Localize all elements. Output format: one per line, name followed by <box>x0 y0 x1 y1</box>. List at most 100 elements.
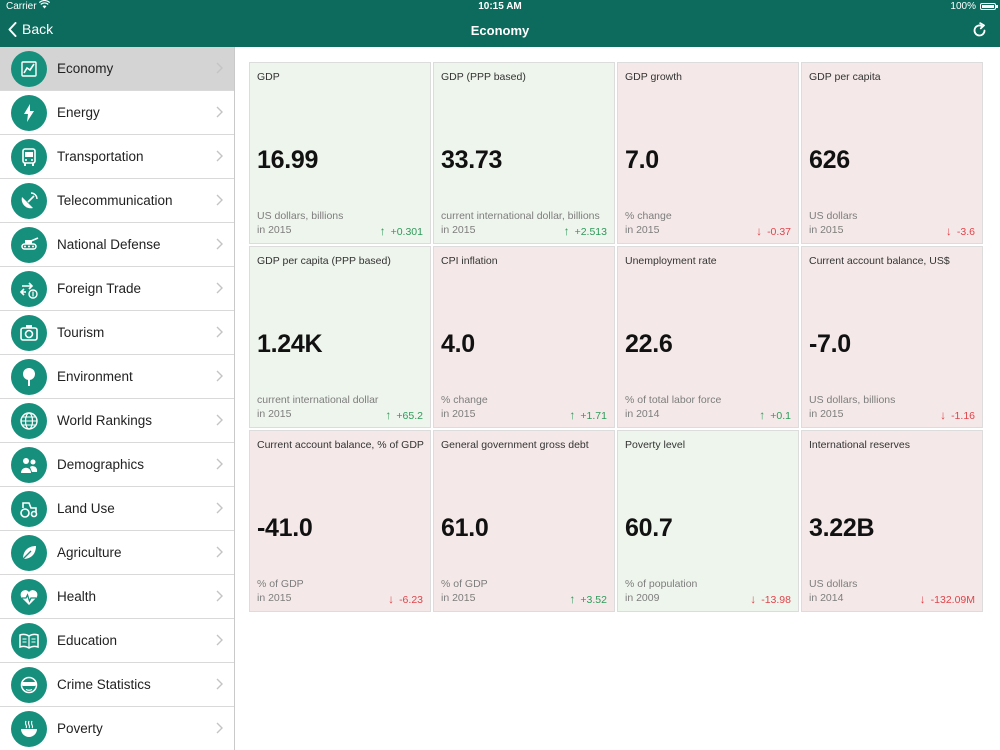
indicator-title: GDP <box>257 71 280 83</box>
sidebar-item-tourism[interactable]: Tourism <box>0 311 234 355</box>
change-value: -0.37 <box>767 226 791 238</box>
indicator-change: ↑ +65.2 <box>385 408 423 422</box>
indicator-card-poverty-level[interactable]: Poverty level 60.7 % of population in 2009 ↓… <box>617 430 799 612</box>
indicator-card-cpi-inflation[interactable]: CPI inflation 4.0 % change in 2015 ↑ +1.71 <box>433 246 615 428</box>
indicator-value: 22.6 <box>625 330 673 358</box>
sidebar-item-energy[interactable]: Energy <box>0 91 234 135</box>
sidebar-item-land-use[interactable]: Land Use <box>0 487 234 531</box>
people-icon <box>11 446 47 483</box>
sidebar-item-poverty[interactable]: Poverty <box>0 707 234 750</box>
sidebar-item-agriculture[interactable]: Agriculture <box>0 531 234 575</box>
sidebar-item-foreign-trade[interactable]: Foreign Trade <box>0 267 234 311</box>
indicator-year: in 2015 <box>809 408 844 420</box>
tractor-icon <box>11 490 47 527</box>
sidebar-item-label: Economy <box>57 61 114 76</box>
sidebar-item-label: Telecommunication <box>57 193 173 208</box>
arrow-up-icon: ↑ <box>385 408 392 422</box>
arrow-up-icon: ↑ <box>569 592 576 606</box>
sidebar-item-national-defense[interactable]: National Defense <box>0 223 234 267</box>
wifi-icon <box>38 0 51 12</box>
change-value: +2.513 <box>574 226 607 238</box>
indicator-card-gdp-per-capita-ppp-based[interactable]: GDP per capita (PPP based) 1.24K current i… <box>249 246 431 428</box>
tree-icon <box>11 358 47 395</box>
indicator-value: 60.7 <box>625 514 673 542</box>
back-button[interactable]: Back <box>8 21 53 37</box>
indicator-card-general-government-gross-debt[interactable]: General government gross debt 61.0 % of GD… <box>433 430 615 612</box>
change-value: -132.09M <box>930 594 975 606</box>
chevron-right-icon <box>216 502 223 514</box>
chart-icon <box>11 50 47 87</box>
indicator-card-current-account-balance-us[interactable]: Current account balance, US$ -7.0 US dolla… <box>801 246 983 428</box>
indicator-card-gdp-per-capita[interactable]: GDP per capita 626 US dollars in 2015 ↓ -3.6 <box>801 62 983 244</box>
indicator-title: GDP (PPP based) <box>441 71 526 83</box>
indicator-card-gdp[interactable]: GDP 16.99 US dollars, billions in 2015 ↑ +0.3… <box>249 62 431 244</box>
change-value: +0.301 <box>390 226 423 238</box>
chevron-right-icon <box>216 722 223 734</box>
chevron-right-icon <box>216 458 223 470</box>
sidebar-item-label: Tourism <box>57 325 105 340</box>
clock: 10:15 AM <box>478 1 522 12</box>
indicator-year: in 2009 <box>625 592 660 604</box>
exchange-icon <box>11 270 47 307</box>
globe-icon <box>11 402 47 439</box>
indicator-title: Unemployment rate <box>625 255 717 267</box>
indicator-year: in 2015 <box>257 224 292 236</box>
battery-percent: 100% <box>950 1 976 12</box>
indicator-unit: US dollars <box>809 210 858 222</box>
indicator-unit: % change <box>625 210 672 222</box>
indicator-title: Poverty level <box>625 439 686 451</box>
indicator-unit: current international dollar <box>257 394 379 406</box>
sidebar-item-health[interactable]: Health <box>0 575 234 619</box>
sidebar-item-environment[interactable]: Environment <box>0 355 234 399</box>
chevron-right-icon <box>216 106 223 118</box>
chevron-right-icon <box>216 326 223 338</box>
indicator-unit: % of GDP <box>257 578 304 590</box>
indicator-card-unemployment-rate[interactable]: Unemployment rate 22.6 % of total labor fo… <box>617 246 799 428</box>
sidebar-item-label: National Defense <box>57 237 161 252</box>
heart-icon <box>11 578 47 615</box>
battery-icon <box>980 3 998 10</box>
chevron-right-icon <box>216 678 223 690</box>
satellite-dish-icon <box>11 182 47 219</box>
indicator-value: 626 <box>809 146 850 174</box>
chevron-right-icon <box>216 150 223 162</box>
sidebar-item-crime-statistics[interactable]: Crime Statistics <box>0 663 234 707</box>
indicator-unit: % change <box>441 394 488 406</box>
indicator-change: ↓ -0.37 <box>756 224 791 238</box>
sidebar-item-education[interactable]: Education <box>0 619 234 663</box>
indicator-year: in 2014 <box>625 408 660 420</box>
sidebar-item-transportation[interactable]: Transportation <box>0 135 234 179</box>
chevron-right-icon <box>216 194 223 206</box>
indicator-value: 1.24K <box>257 330 323 358</box>
indicator-card-international-reserves[interactable]: International reserves 3.22B US dollars in … <box>801 430 983 612</box>
indicator-title: GDP per capita <box>809 71 881 83</box>
indicator-title: General government gross debt <box>441 439 589 451</box>
indicator-value: 4.0 <box>441 330 475 358</box>
sidebar-item-economy[interactable]: Economy <box>0 47 234 91</box>
lightning-icon <box>11 94 47 131</box>
indicator-year: in 2015 <box>625 224 660 236</box>
arrow-down-icon: ↓ <box>388 592 395 606</box>
indicator-card-gdp-growth[interactable]: GDP growth 7.0 % change in 2015 ↓ -0.37 <box>617 62 799 244</box>
chevron-right-icon <box>216 414 223 426</box>
sidebar-item-telecommunication[interactable]: Telecommunication <box>0 179 234 223</box>
sidebar-item-demographics[interactable]: Demographics <box>0 443 234 487</box>
refresh-button[interactable] <box>971 22 988 44</box>
indicator-card-gdp-ppp-based[interactable]: GDP (PPP based) 33.73 current internationa… <box>433 62 615 244</box>
sidebar-item-world-rankings[interactable]: World Rankings <box>0 399 234 443</box>
indicator-year: in 2015 <box>441 592 476 604</box>
indicator-year: in 2015 <box>257 592 292 604</box>
arrow-down-icon: ↓ <box>750 592 757 606</box>
indicator-year: in 2015 <box>257 408 292 420</box>
page-title: Economy <box>470 23 530 38</box>
indicator-value: 61.0 <box>441 514 489 542</box>
change-value: -1.16 <box>951 410 975 422</box>
indicator-year: in 2014 <box>809 592 844 604</box>
change-value: +0.1 <box>770 410 791 422</box>
indicator-value: 7.0 <box>625 146 659 174</box>
indicator-card-current-account-balance-of-gdp[interactable]: Current account balance, % of GDP -41.0 % … <box>249 430 431 612</box>
sidebar-item-label: World Rankings <box>57 413 153 428</box>
thief-icon <box>11 666 47 703</box>
arrow-up-icon: ↑ <box>379 224 386 238</box>
indicator-change: ↑ +3.52 <box>569 592 607 606</box>
